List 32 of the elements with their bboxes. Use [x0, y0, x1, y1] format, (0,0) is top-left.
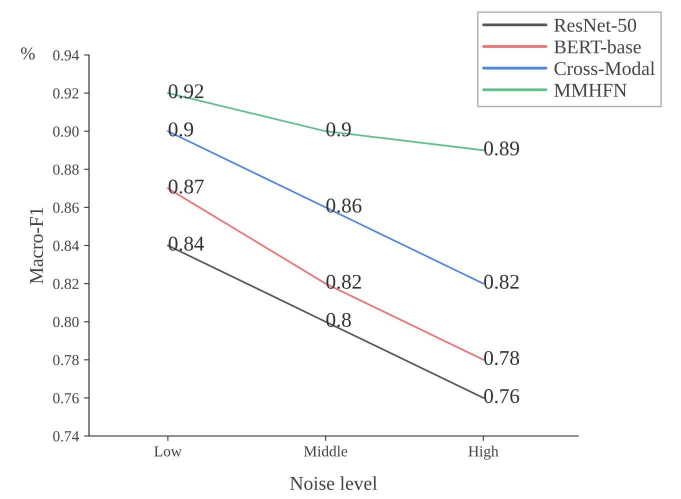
legend-label: Cross-Modal [554, 61, 655, 76]
data-label: 0.78 [484, 350, 520, 366]
data-label: 0.82 [326, 274, 361, 289]
y-tick-label: 0.92 [53, 88, 78, 99]
data-label: 0.89 [484, 141, 519, 156]
y-tick-label: 0.80 [53, 316, 79, 328]
y-tick-label: 0.90 [53, 126, 79, 137]
x-tick-label: Middle [304, 446, 348, 456]
x-tick-label: Low [154, 446, 182, 456]
legend-label: ResNet-50 [554, 18, 636, 32]
x-axis-title: Noise level [290, 476, 378, 490]
x-tick-label: High [468, 446, 498, 460]
data-label: 0.87 [168, 180, 204, 194]
text: % [20, 47, 35, 60]
legend-label: MMHFN [554, 84, 627, 97]
y-tick-label: 0.82 [53, 278, 78, 290]
y-tick-label: 0.88 [53, 164, 79, 175]
y-axis-title: Macro-F1 [30, 208, 44, 284]
data-label: 0.9 [168, 122, 194, 137]
y-tick-label: 0.76 [53, 393, 79, 404]
y-tick-label: 0.78 [53, 354, 79, 366]
y-tick-label: 0.84 [53, 240, 80, 252]
data-label: 0.8 [326, 312, 351, 328]
data-label: 0.76 [484, 389, 520, 404]
legend-label: BERT-base [554, 40, 641, 54]
y-tick-label: 0.94 [53, 50, 80, 61]
y-tick-label: 0.86 [53, 202, 79, 213]
y-tick-label: 0.74 [53, 431, 80, 442]
data-label: 0.82 [484, 274, 519, 289]
data-label: 0.84 [168, 236, 204, 251]
data-label: 0.86 [326, 198, 362, 213]
data-label: 0.92 [168, 84, 204, 98]
